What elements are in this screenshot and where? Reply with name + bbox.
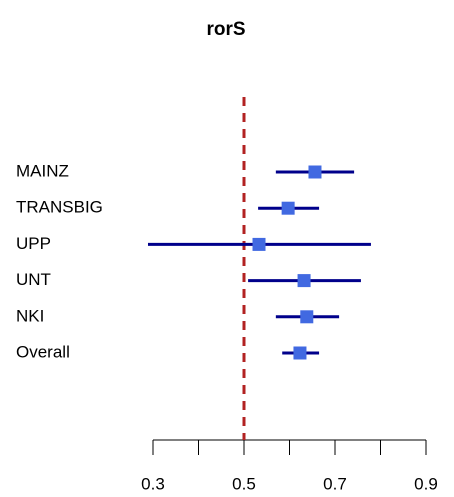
x-tick-label: 0.7 [323, 474, 347, 493]
row-label: UNT [16, 270, 51, 289]
estimate-point [308, 165, 322, 179]
x-tick-label: 0.3 [141, 474, 165, 493]
row-label: MAINZ [16, 161, 69, 180]
row-label: UPP [16, 234, 51, 253]
estimate-point [252, 237, 266, 251]
chart-title: rorS [206, 19, 245, 40]
estimate-point [297, 274, 311, 288]
row-label: TRANSBIG [16, 198, 103, 217]
row-label: NKI [16, 306, 44, 325]
estimate-point [300, 310, 314, 324]
x-tick-label: 0.5 [232, 474, 256, 493]
x-tick-label: 0.9 [414, 474, 438, 493]
estimate-point [281, 201, 295, 215]
estimate-point [293, 346, 307, 360]
row-label: Overall [16, 342, 70, 361]
